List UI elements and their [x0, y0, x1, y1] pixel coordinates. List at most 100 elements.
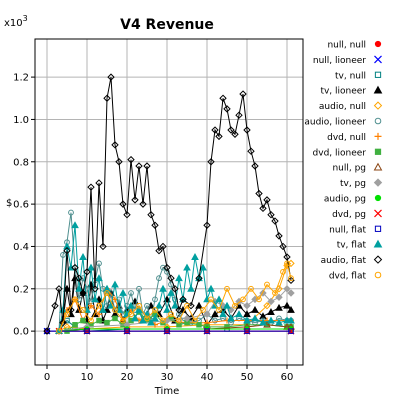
data-point [187, 284, 195, 292]
data-point [284, 260, 290, 267]
data-point [243, 302, 251, 310]
data-point [119, 200, 127, 208]
data-point [75, 284, 83, 292]
data-point [84, 328, 90, 334]
y-tick-label: 0.0 [13, 327, 29, 338]
x-tick-label: 10 [81, 372, 94, 383]
legend-label: audio, null [319, 102, 366, 112]
data-point [235, 310, 243, 318]
legend-marker [374, 40, 382, 48]
data-point [227, 314, 235, 322]
legend-label: null, lioneer [313, 56, 366, 66]
data-point [223, 105, 231, 113]
data-point [115, 158, 123, 166]
data-point [175, 306, 183, 314]
y-tick-label: 0.8 [13, 157, 29, 168]
data-point [152, 307, 158, 313]
data-point [103, 94, 111, 102]
data-point [88, 317, 94, 324]
data-point [87, 183, 95, 191]
data-point [264, 281, 270, 288]
data-point [207, 284, 215, 292]
data-point [267, 210, 275, 219]
data-point [251, 314, 259, 322]
data-point [104, 290, 110, 296]
data-point [112, 307, 118, 313]
data-point [243, 316, 251, 324]
legend-marker [373, 239, 383, 248]
data-point [155, 301, 163, 309]
data-point [287, 316, 295, 324]
legend-label: dvd, pg [332, 210, 366, 220]
series-line [58, 261, 292, 332]
data-point [171, 301, 179, 309]
data-point [80, 317, 86, 324]
data-point [207, 158, 215, 166]
data-point [124, 328, 130, 334]
legend-item: dvd, lioneer [313, 148, 382, 158]
legend-marker [373, 178, 383, 187]
legend-marker [374, 271, 382, 279]
data-point [176, 317, 182, 324]
legend-item: null, null [327, 40, 382, 51]
data-point [159, 284, 167, 292]
legend-label: null, null [327, 41, 366, 51]
data-point [136, 285, 142, 292]
data-point [128, 290, 134, 296]
data-point [227, 306, 235, 314]
data-point [288, 328, 294, 334]
data-point [167, 274, 175, 282]
series-tv-flat [55, 221, 295, 335]
data-point [267, 316, 275, 324]
data-point [283, 301, 291, 309]
legend-item: null, pg [332, 162, 383, 174]
data-point [160, 317, 166, 324]
legend-marker [374, 117, 382, 125]
legend-marker [374, 148, 382, 155]
data-point [160, 264, 166, 271]
y-tick-label: 0.2 [13, 284, 29, 295]
data-point [156, 275, 162, 282]
legend-item: audio, lioneer [304, 117, 382, 128]
data-point [215, 132, 223, 141]
x-axis-title: Time [154, 386, 179, 397]
data-point [164, 328, 170, 334]
data-point [256, 296, 262, 303]
data-point [203, 310, 211, 318]
data-point [211, 310, 219, 318]
legend-marker [373, 162, 383, 171]
data-point [168, 311, 174, 318]
legend-label: dvd, lioneer [313, 148, 367, 158]
data-point [184, 302, 190, 309]
data-point [183, 314, 191, 323]
data-point [128, 311, 134, 318]
data-point [239, 90, 247, 98]
legend-item: audio, null [319, 101, 383, 112]
y-tick-label: 1.2 [13, 73, 29, 84]
data-point [139, 316, 147, 324]
data-point [135, 162, 143, 170]
legend-item: audio, pg [324, 195, 382, 205]
data-point [275, 318, 283, 326]
y-tick-label: 0.6 [13, 200, 29, 211]
x-tick-label: 0 [44, 372, 50, 383]
data-point [279, 242, 287, 251]
data-point [64, 311, 70, 318]
data-point [91, 295, 99, 303]
data-point [147, 210, 155, 219]
series-null-flat [44, 328, 294, 334]
x-tick-label: 40 [201, 372, 214, 383]
data-point [83, 268, 91, 276]
data-point [127, 155, 135, 164]
data-point [231, 130, 239, 138]
data-point [119, 288, 127, 296]
data-point [96, 260, 102, 267]
data-point [72, 296, 78, 303]
y-axis-title: $ [6, 198, 12, 209]
data-point [95, 179, 103, 187]
legend-item: null, lioneer [313, 55, 382, 66]
data-point [223, 301, 231, 309]
data-point [68, 209, 74, 216]
